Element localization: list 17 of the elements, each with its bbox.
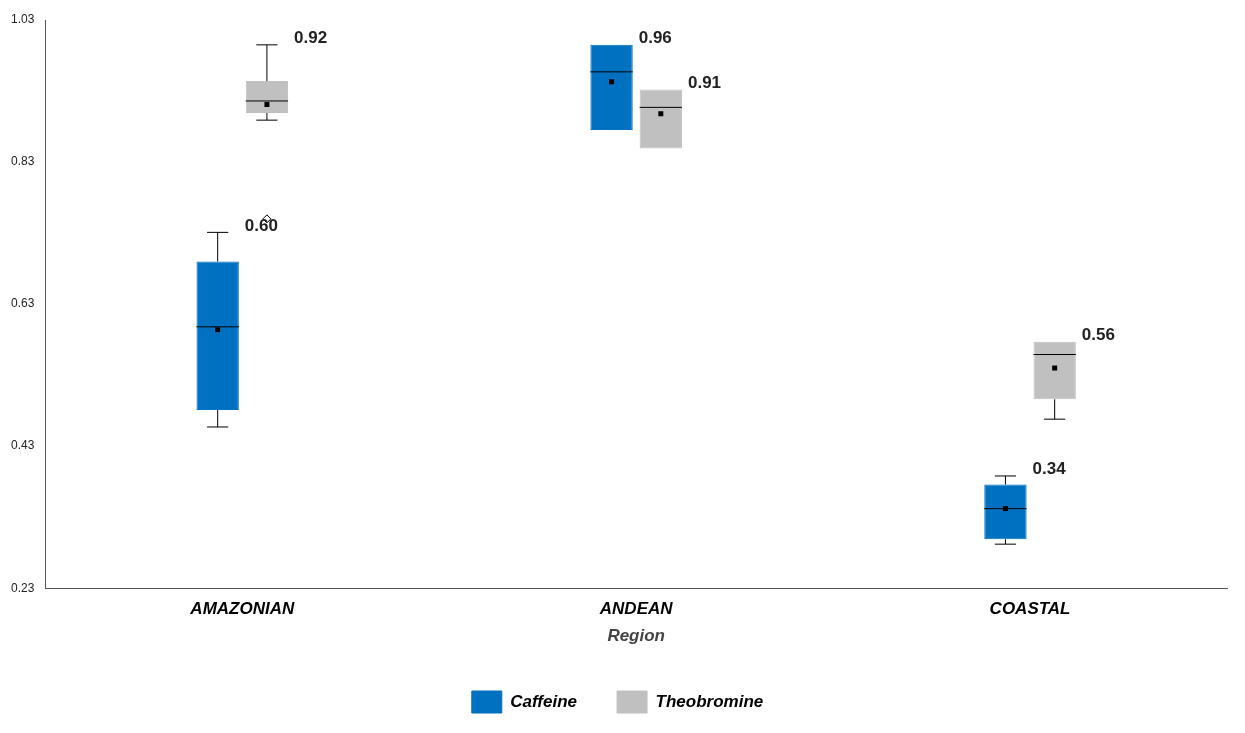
y-tick-label: 0.23 [11, 580, 35, 595]
x-tick-label: ANDEAN [598, 599, 674, 619]
legend-label: Theobromine [655, 691, 764, 711]
annotation: 0.96 [638, 28, 672, 48]
annotation: 0.34 [1032, 459, 1067, 479]
y-tick-label: 0.63 [11, 296, 35, 311]
annotation: 0.92 [294, 28, 328, 48]
annotation: 0.60 [244, 215, 278, 235]
y-tick-label: 1.03 [11, 12, 35, 27]
x-tick-label: AMAZONIAN [189, 599, 295, 619]
x-axis-title: Region [607, 626, 665, 646]
annotation: 0.91 [687, 72, 722, 92]
y-tick-label: 0.83 [11, 154, 35, 169]
legend-label: Caffeine [510, 691, 578, 711]
x-tick-label: COASTAL [989, 599, 1071, 619]
y-tick-label: 0.43 [11, 438, 35, 453]
annotation: 0.56 [1081, 324, 1115, 344]
